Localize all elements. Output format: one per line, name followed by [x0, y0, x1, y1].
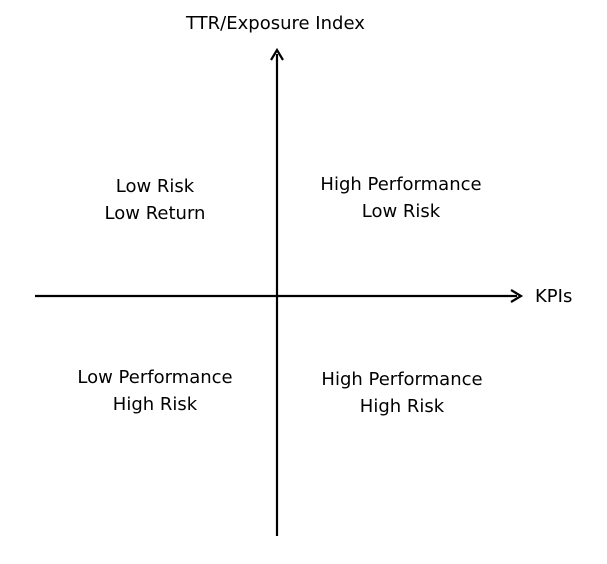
quadrant-bottom-right-line2: High Risk [359, 396, 445, 417]
quadrant-top-right: High Performance Low Risk [301, 171, 501, 225]
quadrant-top-right-line2: Low Risk [361, 201, 441, 222]
y-axis-label: TTR/Exposure Index [186, 13, 365, 34]
quadrant-bottom-left-line2: High Risk [112, 394, 198, 415]
quadrant-bottom-left-line1: Low Performance [77, 367, 233, 388]
quadrant-top-right-line1: High Performance [320, 174, 482, 195]
x-axis-arrowhead [510, 289, 524, 303]
quadrant-top-left-line1: Low Risk [115, 176, 195, 197]
quadrant-bottom-left: Low Performance High Risk [55, 364, 255, 418]
y-axis-arrowhead [270, 47, 284, 61]
quadrant-top-left: Low Risk Low Return [55, 173, 255, 227]
quadrant-top-left-line2: Low Return [104, 203, 206, 224]
quadrant-bottom-right: High Performance High Risk [302, 366, 502, 420]
quadrant-bottom-right-line1: High Performance [321, 369, 483, 390]
x-axis-label: KPIs [535, 286, 573, 307]
